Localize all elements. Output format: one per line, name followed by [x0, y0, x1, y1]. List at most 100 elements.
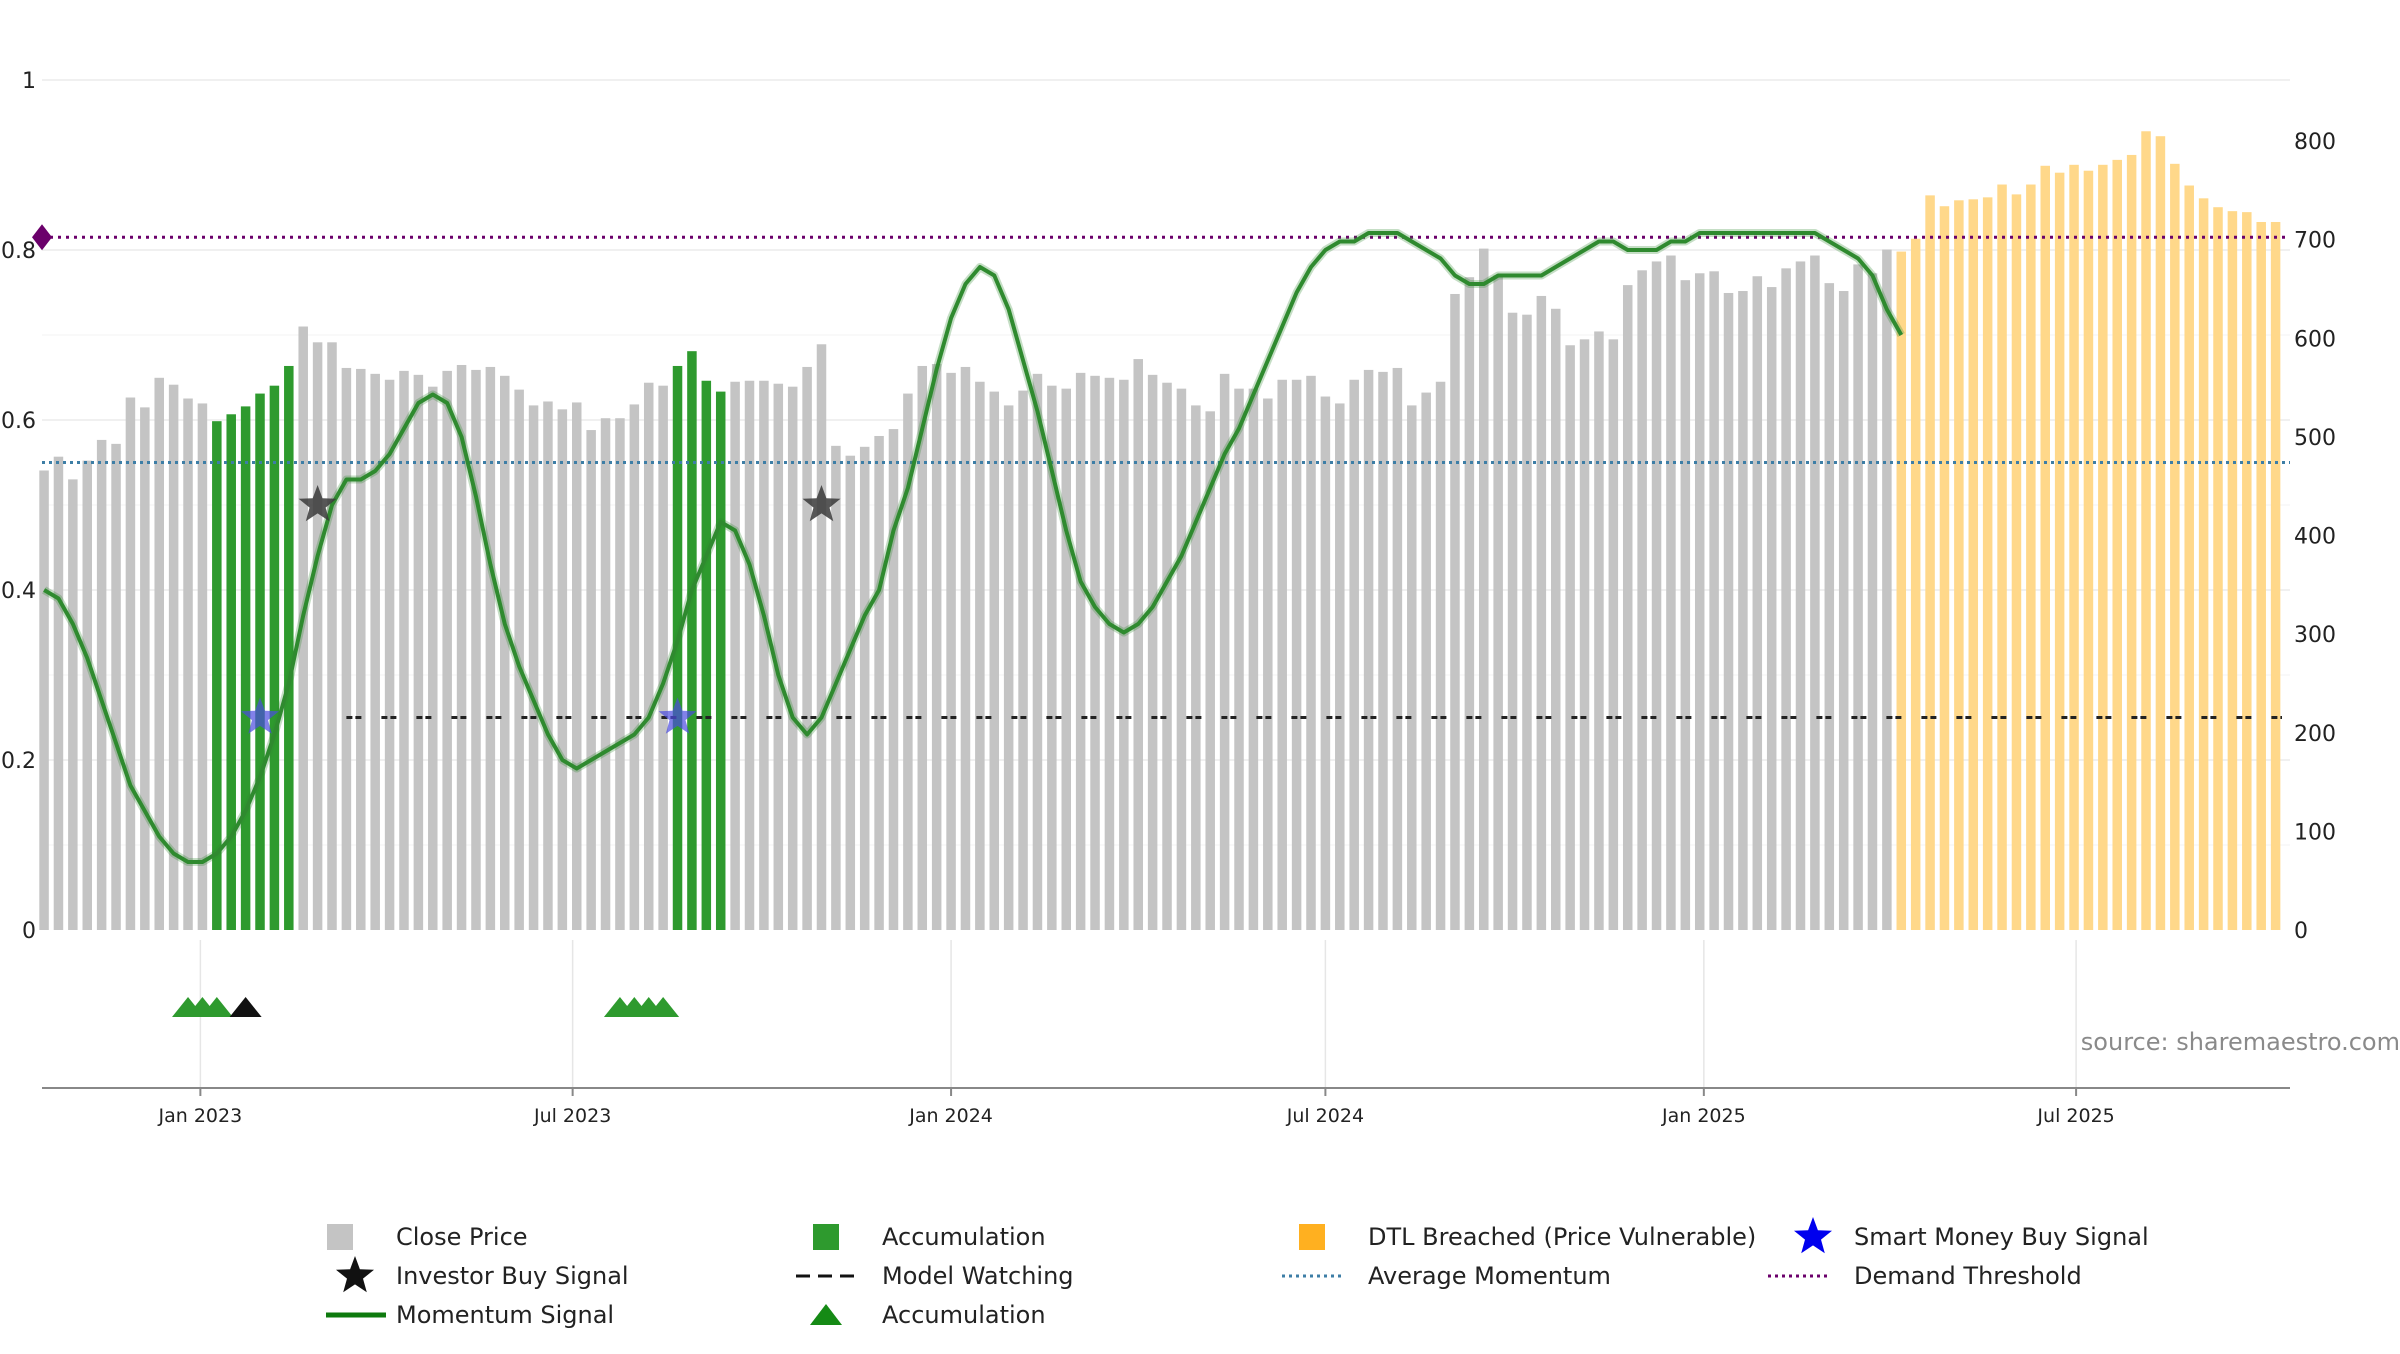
close-price-bar [1666, 255, 1676, 931]
close-price-bar [1882, 249, 1892, 930]
close-price-bar [1752, 276, 1763, 930]
close-price-bar [586, 430, 596, 930]
close-price-bar [39, 470, 49, 930]
legend-item: Close Price [327, 1223, 528, 1251]
close-price-bar [1219, 373, 1230, 930]
close-price-bar [946, 372, 956, 930]
close-price-bar [1694, 273, 1705, 930]
legend-item: Investor Buy Signal [336, 1256, 629, 1293]
dtl-breached-bar [2126, 154, 2137, 930]
close-price-bar [413, 374, 424, 930]
dtl-breached-bar [2256, 221, 2266, 930]
accumulation-triangle-marker [647, 997, 680, 1017]
close-price-bar [1522, 314, 1532, 930]
close-price-bar [917, 365, 928, 930]
close-price-bar [1709, 271, 1719, 930]
legend-label: Momentum Signal [396, 1301, 614, 1329]
right-axis-tick-label: 600 [2294, 327, 2336, 352]
close-price-bar [500, 375, 510, 930]
close-price-bar [975, 381, 985, 931]
smart-money-buy-signal-star [241, 697, 279, 734]
x-axis-tick-label: Jul 2024 [1286, 1105, 1364, 1127]
close-price-bar [1651, 261, 1662, 931]
dtl-breached-bar [1910, 238, 1921, 931]
axes: 0 0.2 0.4 0.6 0.8 1 0 100 200 300 400 500 600 700 800 J… [1, 69, 2336, 1127]
accumulation-bar [240, 406, 251, 931]
left-axis-tick-label: 0 [22, 919, 36, 944]
close-price-bar [859, 446, 870, 930]
close-price-bar [1479, 248, 1489, 930]
dtl-breached-bar [1939, 206, 1950, 931]
legend-item: Average Momentum [1282, 1262, 1611, 1290]
right-axis-tick-label: 700 [2294, 229, 2336, 254]
dtl-breached-bar [2213, 207, 2223, 931]
legend-item: Demand Threshold [1768, 1262, 2082, 1290]
close-price-bar [1119, 379, 1129, 931]
legend-label: Accumulation [882, 1223, 1046, 1251]
legend-label: Close Price [396, 1223, 528, 1251]
accumulation-bar [687, 351, 697, 930]
legend-square-icon [1299, 1224, 1325, 1250]
legend-label: DTL Breached (Price Vulnerable) [1368, 1223, 1756, 1251]
close-price-bar [442, 370, 452, 930]
dtl-breached-bar [1954, 200, 1964, 930]
close-price-bar [931, 363, 942, 930]
right-axis-tick-label: 400 [2294, 525, 2336, 550]
right-axis-tick-label: 100 [2294, 820, 2336, 845]
accumulation-bar [715, 391, 726, 930]
close-price-bar [1464, 277, 1475, 930]
close-price-bar [125, 397, 136, 930]
dtl-breached-bar [2040, 165, 2051, 930]
legend-item: Smart Money Buy Signal [1794, 1217, 2149, 1254]
close-price-bar [615, 418, 625, 930]
close-price-bar [1176, 388, 1187, 930]
close-price-bar [1104, 377, 1115, 930]
dtl-breached-bar [2198, 198, 2209, 930]
dtl-breached-bar [2083, 170, 2094, 931]
close-price-bar [1867, 273, 1878, 930]
close-price-bar [1320, 396, 1331, 930]
close-price-bar [1090, 375, 1100, 930]
left-axis-tick-label: 0.4 [1, 579, 36, 604]
close-price-bar [888, 429, 899, 930]
close-price-bar [1003, 405, 1014, 931]
source-label: source: sharemaestro.com [2081, 1028, 2400, 1056]
close-price-bar [1507, 312, 1518, 931]
dtl-breached-bar [2227, 211, 2238, 930]
close-price-bar [456, 364, 467, 930]
x-axis-tick-label: Jan 2025 [1661, 1105, 1746, 1127]
close-price-bar [1018, 390, 1028, 930]
close-price-bar [1147, 374, 1158, 930]
close-price-bar [960, 366, 971, 930]
legend-label: Investor Buy Signal [396, 1262, 629, 1290]
close-price-bar [356, 368, 366, 930]
close-price-bar [1248, 388, 1259, 930]
close-price-bar [1853, 264, 1863, 931]
dtl-breached-bar [2155, 136, 2166, 931]
x-axis-tick-label: Jul 2025 [2036, 1105, 2114, 1127]
close-price-bar [428, 386, 438, 930]
dtl-breached-bar [2026, 184, 2036, 931]
close-price-bar [1075, 372, 1086, 930]
close-price-bar [1622, 285, 1633, 931]
close-price-bar [629, 404, 640, 931]
indicator-lines [32, 224, 2290, 719]
close-price-bar [773, 383, 784, 931]
right-axis-tick-label: 200 [2294, 722, 2336, 747]
x-axis-tick-label: Jan 2024 [908, 1105, 993, 1127]
close-price-bar [53, 456, 64, 930]
close-price-bar [1493, 275, 1503, 930]
left-axis-tick-label: 0.8 [1, 239, 36, 264]
close-price-bar [1536, 295, 1547, 930]
close-price-bar [341, 367, 352, 930]
close-price-bar [384, 379, 395, 931]
legend-label: Smart Money Buy Signal [1854, 1223, 2149, 1251]
accumulation-bar [284, 365, 294, 930]
left-axis-tick-label: 1 [22, 69, 36, 94]
close-price-bar [1191, 405, 1201, 931]
close-price-bar [802, 366, 812, 930]
legend-item: Momentum Signal [326, 1301, 614, 1329]
close-price-bar [903, 393, 913, 930]
close-price-bar [989, 391, 1000, 930]
